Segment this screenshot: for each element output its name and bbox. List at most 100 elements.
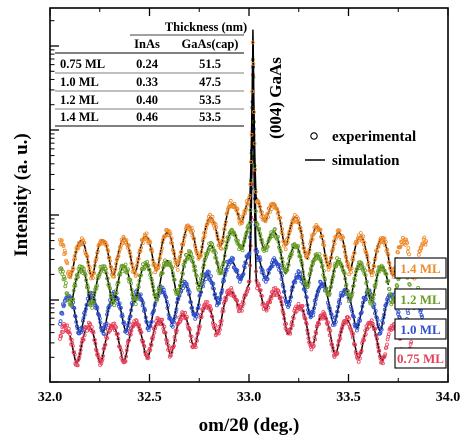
experimental-point (226, 235, 231, 240)
experimental-point (78, 351, 82, 356)
experimental-point (194, 248, 198, 253)
experimental-point (378, 330, 383, 335)
experimental-point (76, 275, 80, 279)
experimental-point (257, 231, 262, 236)
experimental-point (113, 297, 117, 302)
experimental-point (96, 274, 101, 279)
experimental-point (303, 250, 308, 255)
experimental-point (299, 235, 304, 240)
experimental-point (154, 293, 159, 298)
experimental-point (249, 132, 254, 137)
experimental-point (87, 290, 92, 295)
experimental-point (113, 267, 117, 272)
experimental-point (82, 333, 87, 338)
experimental-point (343, 253, 348, 258)
experimental-point (283, 247, 288, 252)
experimental-point (105, 336, 110, 340)
experimental-point (291, 285, 295, 289)
experimental-point (133, 268, 137, 273)
experimental-point (139, 273, 144, 278)
experimental-point (265, 244, 270, 249)
experimental-point (240, 272, 245, 277)
experimental-point (71, 344, 75, 348)
experimental-point (193, 345, 198, 350)
experimental-point (152, 330, 157, 335)
experimental-point (155, 297, 160, 302)
experimental-point (383, 243, 388, 248)
experimental-point (162, 324, 167, 329)
experimental-point (367, 293, 372, 298)
experimental-point (347, 316, 352, 321)
experimental-point (280, 282, 285, 287)
series-labels: 1.4 ML 1.2 ML 1.0 ML 0.75 ML (394, 257, 447, 369)
experimental-point (62, 274, 66, 279)
experimental-point (326, 267, 331, 272)
experimental-point (349, 307, 354, 311)
experimental-point (152, 303, 157, 308)
experimental-point (135, 260, 140, 265)
experimental-point (85, 254, 90, 259)
experimental-point (358, 231, 363, 235)
experimental-point (360, 304, 365, 309)
experimental-point (276, 240, 281, 245)
experimental-point (207, 270, 211, 275)
experimental-point (224, 243, 229, 248)
experimental-point (285, 268, 290, 272)
experimental-point (408, 341, 413, 346)
experimental-point (152, 308, 157, 313)
experimental-point (170, 266, 175, 271)
experimental-point (115, 331, 120, 336)
experimental-point (66, 326, 71, 331)
experimental-point (261, 306, 266, 311)
experimental-point (100, 358, 104, 363)
experimental-point (208, 212, 213, 217)
experimental-point (181, 239, 186, 244)
experimental-point (367, 324, 372, 329)
experimental-point (241, 299, 245, 304)
experimental-point (86, 325, 91, 330)
experimental-point (102, 343, 107, 348)
experimental-point (286, 235, 291, 240)
experimental-point (72, 306, 77, 311)
experimental-point (195, 306, 200, 311)
experimental-point (363, 268, 367, 273)
experimental-point (195, 312, 199, 316)
experimental-point (375, 337, 379, 341)
experimental-point (241, 271, 246, 276)
experimental-point (334, 263, 339, 268)
experimental-point (191, 260, 196, 265)
experimental-point (138, 249, 143, 254)
experimental-point (260, 240, 265, 245)
experimental-point (180, 271, 185, 276)
experimental-point (359, 310, 364, 315)
experimental-point (65, 323, 69, 328)
experimental-point (305, 256, 310, 261)
experimental-point (104, 321, 109, 326)
experimental-point (338, 336, 343, 341)
experimental-point (360, 341, 365, 346)
experimental-point (151, 284, 156, 289)
experimental-point (300, 241, 305, 246)
experimental-point (304, 295, 309, 300)
experimental-point (255, 249, 260, 254)
experimental-point (80, 328, 85, 333)
experimental-point (62, 276, 67, 281)
experimental-point (104, 267, 108, 272)
experimental-point (189, 225, 194, 230)
experimental-point (69, 269, 74, 274)
experimental-point (277, 291, 281, 295)
experimental-point (407, 252, 411, 257)
experimental-point (82, 240, 87, 245)
experimental-point (238, 215, 243, 220)
experimental-point (309, 237, 314, 242)
experimental-point (149, 320, 154, 325)
experimental-point (59, 238, 64, 243)
experimental-point (120, 269, 125, 274)
experimental-point (346, 322, 351, 327)
experimental-point (219, 246, 224, 251)
experimental-point (386, 252, 391, 257)
experimental-point (271, 262, 276, 267)
experimental-point (360, 237, 365, 242)
experimental-point (247, 251, 252, 256)
